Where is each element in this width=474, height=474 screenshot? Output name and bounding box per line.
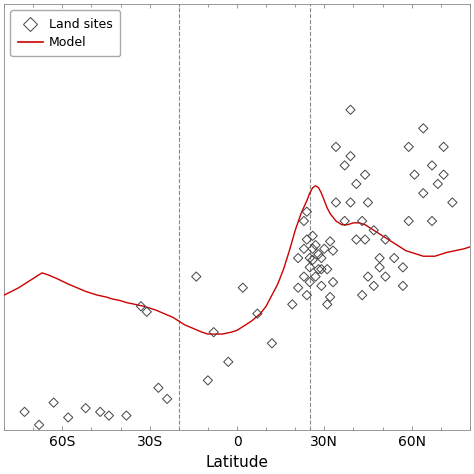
Point <box>294 254 302 262</box>
Point <box>440 143 447 151</box>
Point <box>329 278 337 286</box>
Point <box>399 264 407 271</box>
Point <box>303 208 310 216</box>
Point <box>353 180 360 188</box>
Point <box>346 199 354 206</box>
Point <box>320 245 328 253</box>
Point <box>323 265 331 273</box>
Point <box>192 273 200 281</box>
Point <box>309 256 317 264</box>
Point <box>399 282 407 290</box>
Point <box>346 152 354 160</box>
Point <box>448 199 456 206</box>
Point <box>382 236 389 243</box>
Legend: Land sites, Model: Land sites, Model <box>10 10 120 56</box>
Point <box>391 254 398 262</box>
Point <box>323 301 331 308</box>
Point <box>411 171 419 178</box>
Point <box>137 302 145 310</box>
Point <box>294 284 302 292</box>
Point <box>382 273 389 281</box>
Point <box>300 273 308 281</box>
Point <box>306 264 314 271</box>
Point <box>326 293 334 301</box>
Point <box>318 282 325 290</box>
Point <box>123 412 130 419</box>
Point <box>312 273 319 281</box>
Point <box>370 227 378 234</box>
Point <box>204 376 212 384</box>
Point <box>315 265 322 273</box>
Point <box>300 245 308 253</box>
Point <box>332 143 340 151</box>
Point <box>361 236 369 243</box>
Point <box>370 282 378 290</box>
Point <box>254 310 261 318</box>
Point <box>225 358 232 365</box>
Point <box>376 264 383 271</box>
Point <box>440 171 447 178</box>
Point <box>329 247 337 255</box>
Point <box>35 421 43 428</box>
Point <box>364 273 372 281</box>
Point <box>303 236 310 243</box>
Point <box>361 171 369 178</box>
Point <box>309 232 317 240</box>
Point <box>346 106 354 114</box>
Point <box>353 236 360 243</box>
Point <box>358 292 366 299</box>
X-axis label: Latitude: Latitude <box>206 455 268 470</box>
Point <box>326 237 334 245</box>
Point <box>428 162 436 169</box>
Point <box>96 408 104 416</box>
Point <box>341 217 348 225</box>
Point <box>332 199 340 206</box>
Point <box>268 339 276 347</box>
Point <box>289 301 296 308</box>
Point <box>155 384 162 392</box>
Point <box>376 254 383 262</box>
Point <box>434 180 442 188</box>
Point <box>358 217 366 225</box>
Point <box>419 125 427 132</box>
Point <box>318 265 325 273</box>
Point <box>428 217 436 225</box>
Point <box>143 308 151 316</box>
Point <box>309 245 317 253</box>
Point <box>315 251 322 258</box>
Point <box>210 328 218 336</box>
Point <box>318 254 325 262</box>
Point <box>341 162 348 169</box>
Point <box>21 408 28 416</box>
Point <box>303 292 310 299</box>
Point <box>239 284 246 292</box>
Point <box>405 217 412 225</box>
Point <box>64 414 72 421</box>
Point <box>82 404 90 412</box>
Point <box>105 412 113 419</box>
Point <box>306 254 314 262</box>
Point <box>300 217 308 225</box>
Point <box>405 143 412 151</box>
Point <box>164 395 171 403</box>
Point <box>364 199 372 206</box>
Point <box>312 241 319 249</box>
Point <box>306 278 314 286</box>
Point <box>50 399 57 406</box>
Point <box>419 190 427 197</box>
